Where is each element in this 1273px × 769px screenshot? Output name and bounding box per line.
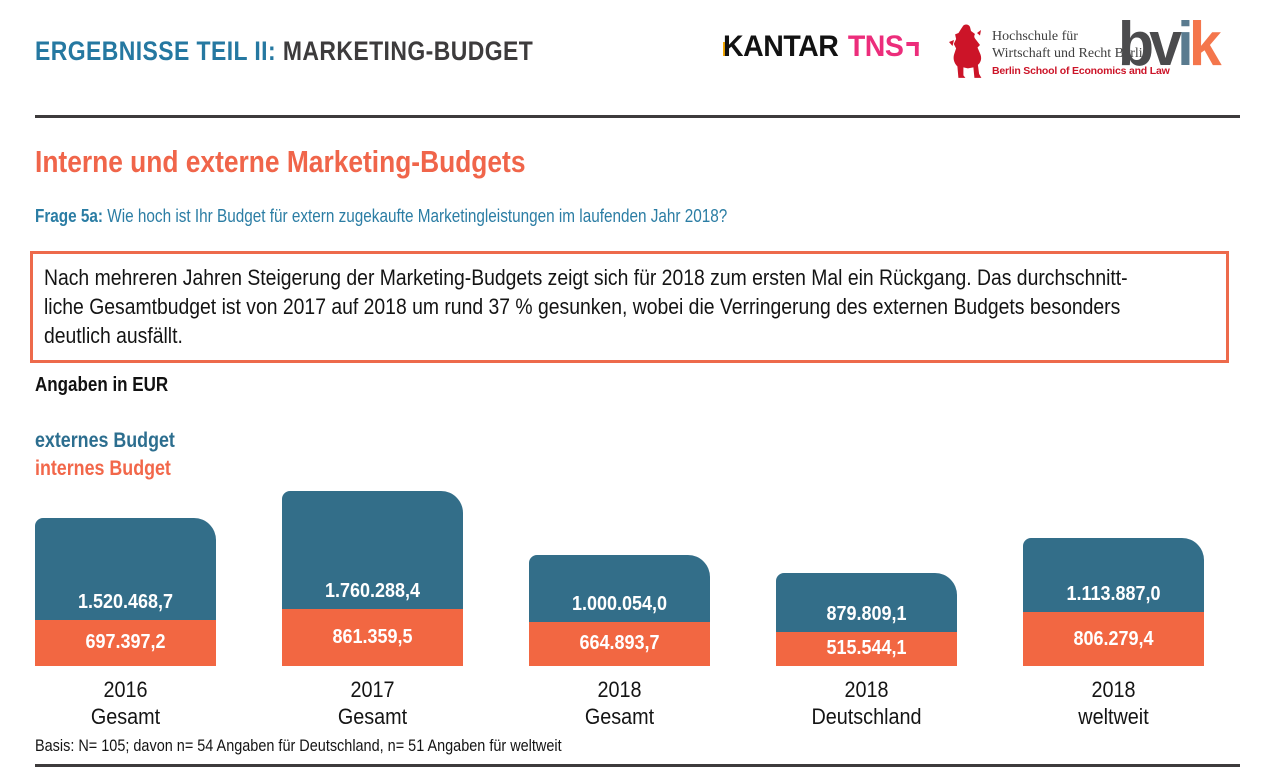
bar-external-value: 879.809,1 xyxy=(826,602,907,625)
bar-internal-value: 664.893,7 xyxy=(579,632,660,655)
bar-group: 1.113.887,0 806.279,4 2018 weltweit xyxy=(1023,480,1204,729)
kantar-wordmark: KANTAR xyxy=(723,30,839,63)
tns-symbol-icon xyxy=(906,42,919,56)
bar-external-segment: 1.000.054,0 xyxy=(529,555,710,622)
note-line: liche Gesamtbudget ist von 2017 auf 2018… xyxy=(44,294,1121,319)
bar-category-label: 2018 Deutschland xyxy=(811,677,922,729)
note-line: Nach mehreren Jahren Steigerung der Mark… xyxy=(44,265,1128,290)
bar-external-value: 1.760.288,4 xyxy=(324,579,421,602)
bar-internal-value: 806.279,4 xyxy=(1073,627,1154,650)
page-title-highlight: ERGEBNISSE TEIL II: xyxy=(35,36,277,66)
bar-category-label: 2017 Gesamt xyxy=(337,677,408,729)
basis-note: Basis: N= 105; davon n= 54 Angaben für D… xyxy=(35,736,562,755)
bar-internal-value: 697.397,2 xyxy=(85,631,166,654)
bar-internal-segment: 806.279,4 xyxy=(1023,612,1204,666)
berlin-bear-icon xyxy=(949,24,982,78)
bar-external-segment: 879.809,1 xyxy=(776,573,957,632)
bar-external-value: 1.520.468,7 xyxy=(77,590,174,613)
bar-internal-segment: 697.397,2 xyxy=(35,619,216,666)
hwr-name-line2: Wirtschaft und Recht Berlin xyxy=(992,46,1150,61)
bvik-letters-bv: bv xyxy=(1118,10,1182,79)
kantar-accent-mark xyxy=(723,42,727,56)
legend-external: externes Budget xyxy=(35,429,175,452)
bar-internal-segment: 515.544,1 xyxy=(776,631,957,666)
chart-units-label: Angaben in EUR xyxy=(35,374,169,396)
page-title-rest: MARKETING-BUDGET xyxy=(282,36,534,66)
question-label: Frage 5a: xyxy=(35,206,104,226)
bvik-letter-i: i xyxy=(1177,10,1193,79)
page-title: ERGEBNISSE TEIL II: MARKETING-BUDGET xyxy=(35,36,621,67)
bar-group: 1.520.468,7 697.397,2 2016 Gesamt xyxy=(35,480,216,729)
legend-internal: internes Budget xyxy=(35,457,171,480)
question-line: Frage 5a: Wie hoch ist Ihr Budget für ex… xyxy=(35,206,850,227)
hwr-berlin-logo: Hochschule für Wirtschaft und Recht Berl… xyxy=(948,24,1170,80)
note-line: deutlich ausfällt. xyxy=(44,323,183,348)
footer-divider xyxy=(35,764,1240,767)
hwr-name-english: Berlin School of Economics and Law xyxy=(992,65,1170,77)
chart-legend: externes Budget internes Budget xyxy=(35,427,200,483)
bar-category-label: 2016 Gesamt xyxy=(90,677,161,729)
bar-group: 1.760.288,4 861.359,5 2017 Gesamt xyxy=(282,480,463,729)
bar-group: 879.809,1 515.544,1 2018 Deutschland xyxy=(776,480,957,729)
bar-external-value: 1.000.054,0 xyxy=(571,592,668,615)
hwr-name-line1: Hochschule für xyxy=(992,29,1078,44)
bar-external-segment: 1.520.468,7 xyxy=(35,518,216,620)
bar-internal-segment: 861.359,5 xyxy=(282,608,463,666)
kantar-tns-logo: KANTAR TNS xyxy=(723,30,919,64)
header-divider xyxy=(35,115,1240,118)
bar-internal-value: 515.544,1 xyxy=(826,637,907,660)
bar-external-segment: 1.760.288,4 xyxy=(282,491,463,609)
bar-chart: 1.520.468,7 697.397,2 2016 Gesamt 1.760.288,… xyxy=(35,480,1205,729)
bar-group: 1.000.054,0 664.893,7 2018 Gesamt xyxy=(529,480,710,729)
bar-external-segment: 1.113.887,0 xyxy=(1023,538,1204,613)
bvik-logo: bvik xyxy=(1118,14,1222,76)
section-heading: Interne und externe Marketing-Budgets xyxy=(35,144,526,179)
bar-category-label: 2018 Gesamt xyxy=(584,677,655,729)
bvik-letter-k: k xyxy=(1188,10,1222,79)
question-text: Wie hoch ist Ihr Budget für extern zugek… xyxy=(107,206,728,226)
bar-external-value: 1.113.887,0 xyxy=(1066,583,1161,606)
bar-internal-segment: 664.893,7 xyxy=(529,621,710,666)
summary-note-box: Nach mehreren Jahren Steigerung der Mark… xyxy=(30,251,1229,363)
bar-category-label: 2018 weltweit xyxy=(1078,677,1149,729)
tns-wordmark: TNS xyxy=(847,30,904,63)
bar-internal-value: 861.359,5 xyxy=(332,625,413,648)
